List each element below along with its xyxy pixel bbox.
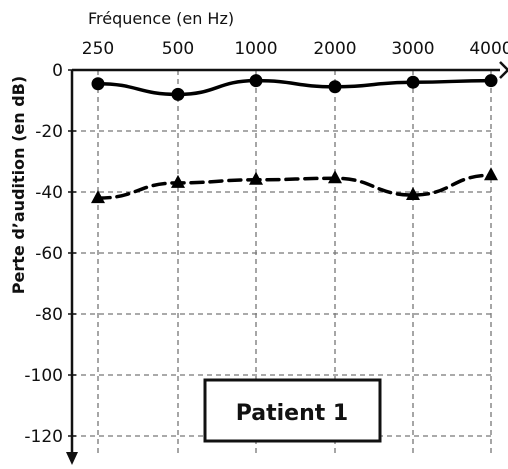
triangle-marker: [171, 174, 185, 188]
circle-marker: [249, 74, 263, 88]
triangle-marker: [328, 170, 342, 184]
triangle-marker: [249, 171, 263, 185]
circle-marker: [171, 87, 185, 101]
y-axis-label: Perte d’audition (en dB): [9, 76, 28, 294]
x-tick-label: 2000: [313, 39, 356, 59]
x-tick-label: 4000: [469, 39, 508, 59]
circle-marker: [406, 75, 420, 89]
circle-marker: [484, 74, 498, 88]
circle-marker: [328, 80, 342, 94]
y-tick-labels: 0 -20 -40 -60 -80 -100 -120: [24, 61, 76, 447]
x-tick-labels: 250 500 1000 2000 3000 4000: [82, 39, 508, 59]
x-axis-arrow: [499, 61, 508, 79]
y-tick-label: -20: [35, 122, 63, 142]
data-series: [91, 74, 498, 204]
series-line-1: [96, 78, 493, 97]
y-axis-arrow: [66, 452, 78, 465]
x-axis-label: Fréquence (en Hz): [88, 9, 234, 28]
y-tick-label: -40: [35, 183, 63, 203]
annotation-box: [203, 378, 382, 443]
x-tick-label: 250: [82, 39, 114, 59]
x-tick-label: 3000: [391, 39, 434, 59]
y-tick-label: -80: [35, 305, 63, 325]
x-tick-label: 1000: [234, 39, 277, 59]
y-tick-label: -100: [24, 366, 63, 386]
series-line-2: [96, 173, 493, 200]
y-tick-label: 0: [52, 61, 63, 81]
y-tick-label: -120: [24, 427, 63, 447]
triangle-marker: [406, 187, 420, 201]
patient-annotation: Patient 1: [203, 378, 382, 443]
triangle-marker: [91, 190, 105, 204]
axes: [66, 61, 508, 465]
triangle-marker: [484, 167, 498, 181]
annotation-text: Patient 1: [236, 401, 349, 426]
y-tick-label: -60: [35, 244, 63, 264]
x-tick-label: 500: [162, 39, 194, 59]
circle-marker: [91, 77, 105, 91]
